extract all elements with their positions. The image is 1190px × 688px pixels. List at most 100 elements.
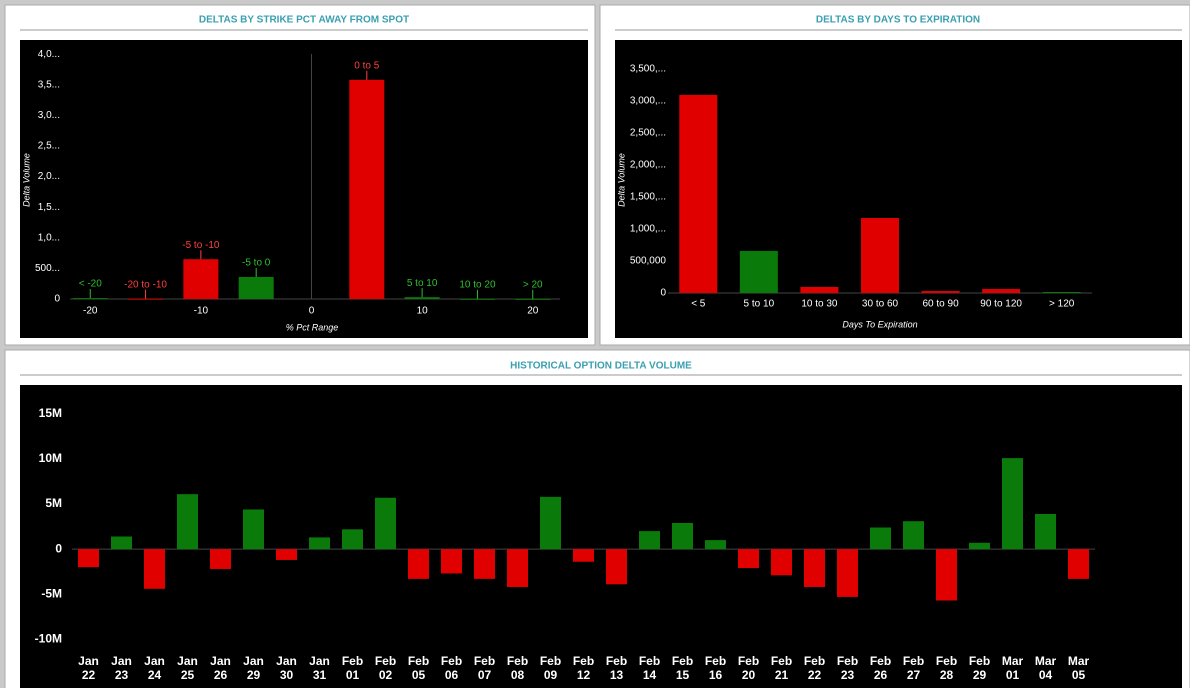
y-tick-label: 2,500,... [630,127,666,138]
tick-label-line: 04 [1039,668,1053,682]
y-tick-label: 10M [39,451,62,465]
y-tick-label: 3,500,... [630,63,666,74]
bar-label: -20 to -10 [124,279,167,290]
tick-label-line: 21 [775,668,789,682]
y-tick-label: 1,5... [38,202,60,213]
y-axis-label: Delta Volume [21,153,31,207]
bar-label: -5 to 0 [242,258,271,269]
bar [238,276,274,299]
bar [837,549,858,597]
y-tick-label: 1,0... [38,232,60,243]
plot-area [20,385,1182,688]
tick-label-line: 16 [709,668,723,682]
x-tick-label: Mar 04 [1035,654,1057,682]
x-tick-label: Feb 28 [936,654,957,682]
tick-label-line: 13 [610,668,624,682]
bar [800,286,839,293]
bar [128,298,164,300]
bar [375,497,396,550]
tick-label-line: Feb [606,654,627,668]
bar [78,549,99,568]
y-tick-label: 5M [45,496,62,510]
bar [309,537,330,550]
y-tick-label: 0 [55,541,62,555]
bar [243,509,264,550]
bar-label: > 20 [523,280,543,291]
bar [903,521,924,550]
tick-label-line: Feb [375,654,396,668]
tick-label-line: Feb [771,654,792,668]
x-tick-label: Feb 14 [639,654,660,682]
x-tick-label: Jan 29 [243,654,264,682]
tick-label-line: Feb [705,654,726,668]
bar [276,549,297,560]
bar [515,298,551,300]
x-tick-label: Mar 05 [1068,654,1090,682]
y-tick-label: 0 [660,288,666,299]
tick-label-line: Feb [507,654,528,668]
tick-label-line: 01 [346,668,360,682]
bar [459,298,495,300]
tick-label-line: Feb [903,654,924,668]
tick-label-line: Feb [342,654,363,668]
tick-label-line: Jan [78,654,99,668]
tick-label-line: 26 [214,668,228,682]
bar [1068,549,1089,579]
bar [408,549,429,579]
tick-label-line: 01 [1006,668,1020,682]
x-tick-label: > 120 [1049,299,1075,310]
bar-label: 5 to 10 [407,278,438,289]
bar [1002,458,1023,550]
bar [861,217,899,293]
tick-label-line: Feb [540,654,561,668]
y-axis-label: Delta Volume [616,153,626,207]
bar [540,496,561,550]
tick-label-line: Feb [573,654,594,668]
y-tick-label: 500... [35,263,60,274]
tick-label-line: Jan [276,654,297,668]
y-tick-label: 1,500,... [630,191,666,202]
x-tick-label: Feb 16 [705,654,726,682]
tick-label-line: Jan [111,654,132,668]
tick-label-line: Feb [936,654,957,668]
tick-label-line: 02 [379,668,393,682]
tick-label-line: Feb [441,654,462,668]
tick-label-line: Jan [177,654,198,668]
tick-label-line: 06 [445,668,459,682]
x-tick-label: Feb 02 [375,654,396,682]
tick-label-line: 29 [973,668,987,682]
bar [144,549,165,589]
x-tick-label: Jan 24 [144,654,165,682]
x-tick-label: Mar 01 [1002,654,1024,682]
x-tick-label: Feb 08 [507,654,528,682]
x-tick-label: Feb 07 [474,654,495,682]
x-tick-label: -10 [194,306,209,317]
bar [183,259,219,299]
bar [507,549,528,587]
x-tick-label: Feb 23 [837,654,858,682]
x-tick-label: Jan 26 [210,654,231,682]
bar [672,522,693,550]
x-tick-label: 10 [417,306,429,317]
bar [679,94,718,293]
y-tick-label: 4,0... [38,49,60,60]
tick-label-line: 30 [280,668,294,682]
tick-label-line: Feb [738,654,759,668]
bar-label: < -20 [79,279,103,290]
y-tick-label: 3,0... [38,110,60,121]
x-tick-label: 0 [309,306,315,317]
tick-label-line: Feb [408,654,429,668]
tick-label-line: 14 [643,668,657,682]
x-tick-label: Feb 09 [540,654,561,682]
tick-label-line: 24 [148,668,162,682]
tick-label-line: Jan [309,654,330,668]
tick-label-line: 27 [907,668,921,682]
tick-label-line: 05 [412,668,426,682]
tick-label-line: Feb [639,654,660,668]
x-tick-label: Feb 20 [738,654,759,682]
tick-label-line: 25 [181,668,195,682]
bar [738,549,759,569]
x-tick-label: Feb 01 [342,654,363,682]
x-tick-label: Feb 21 [771,654,792,682]
